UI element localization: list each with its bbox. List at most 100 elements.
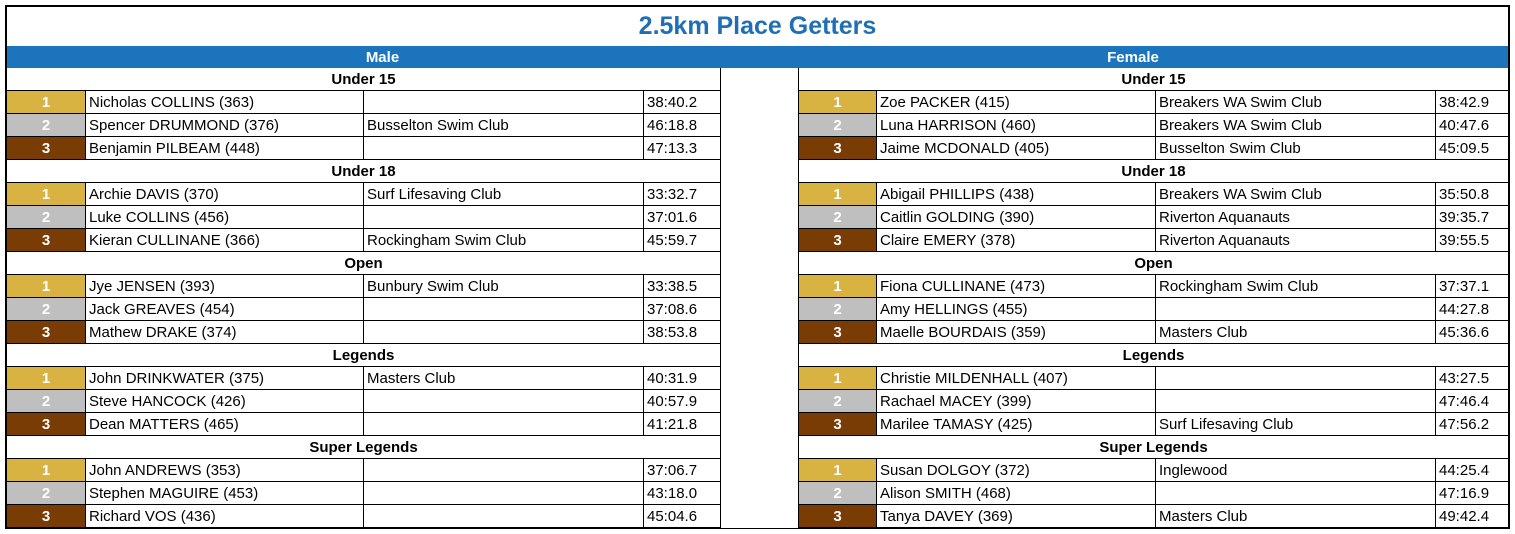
table-row: 2 Jack GREAVES (454) 37:08.6 bbox=[7, 298, 721, 321]
place-badge: 3 bbox=[799, 321, 877, 343]
category-heading: Legends bbox=[798, 344, 1508, 367]
table-row: 3 Tanya DAVEY (369) Masters Club 49:42.4 bbox=[798, 505, 1508, 528]
swimmer-name: Luna HARRISON (460) bbox=[877, 114, 1156, 136]
finish-time: 43:27.5 bbox=[1439, 369, 1490, 387]
club-name bbox=[364, 206, 644, 228]
finish-time: 37:08.6 bbox=[644, 298, 721, 320]
table-row: 3 Maelle BOURDAIS (359) Masters Club 45:36.… bbox=[798, 321, 1508, 344]
table-row: 2 Steve HANCOCK (426) 40:57.9 bbox=[7, 390, 721, 413]
finish-time: 39:55.5 bbox=[1439, 231, 1490, 249]
swimmer-name: Caitlin GOLDING (390) bbox=[877, 206, 1156, 228]
table-row: 1 Susan DOLGOY (372) Inglewood 44:25.4 bbox=[798, 459, 1508, 482]
finish-time: 47:46.4 bbox=[1439, 392, 1490, 410]
swimmer-name: John ANDREWS (353) bbox=[86, 459, 364, 481]
table-row: 2 Caitlin GOLDING (390) Riverton Aquanauts… bbox=[798, 206, 1508, 229]
swimmer-name: Luke COLLINS (456) bbox=[86, 206, 364, 228]
club-name bbox=[364, 298, 644, 320]
page-title: 2.5km Place Getters bbox=[638, 11, 877, 40]
place-badge: 1 bbox=[7, 367, 86, 389]
place-badge: 3 bbox=[7, 505, 86, 527]
place-badge: 3 bbox=[7, 137, 86, 159]
finish-time: 45:59.7 bbox=[644, 229, 721, 251]
swimmer-name: Rachael MACEY (399) bbox=[877, 390, 1156, 412]
table-row: 3 Dean MATTERS (465) 41:21.8 bbox=[7, 413, 721, 436]
finish-time: 45:04.6 bbox=[644, 505, 721, 527]
table-row: 3 Benjamin PILBEAM (448) 47:13.3 bbox=[7, 137, 721, 160]
place-badge: 3 bbox=[7, 229, 86, 251]
club-name bbox=[364, 459, 644, 481]
swimmer-name: Spencer DRUMMOND (376) bbox=[86, 114, 364, 136]
swimmer-name: Jaime MCDONALD (405) bbox=[877, 137, 1156, 159]
club-name bbox=[364, 505, 644, 527]
place-badge: 2 bbox=[7, 206, 86, 228]
place-badge: 3 bbox=[799, 137, 877, 159]
place-badge: 3 bbox=[799, 229, 877, 251]
place-badge: 3 bbox=[7, 413, 86, 435]
finish-time: 49:42.4 bbox=[1439, 507, 1490, 525]
finish-time: 38:53.8 bbox=[644, 321, 721, 343]
club-name bbox=[364, 321, 644, 343]
table-row: 1 Abigail PHILLIPS (438) Breakers WA Swim … bbox=[798, 183, 1508, 206]
finish-time: 46:18.8 bbox=[644, 114, 721, 136]
club-name bbox=[364, 91, 644, 113]
club-name: Busselton Swim Club bbox=[1156, 137, 1436, 159]
table-row: 1 Christie MILDENHALL (407) 43:27.5 bbox=[798, 367, 1508, 390]
swimmer-name: Kieran CULLINANE (366) bbox=[86, 229, 364, 251]
column-gap bbox=[721, 68, 798, 528]
swimmer-name: Christie MILDENHALL (407) bbox=[877, 367, 1156, 389]
place-badge: 1 bbox=[7, 275, 86, 297]
club-name bbox=[364, 413, 644, 435]
club-name bbox=[364, 390, 644, 412]
table-row: 3 Kieran CULLINANE (366) Rockingham Swim C… bbox=[7, 229, 721, 252]
finish-time: 37:01.6 bbox=[644, 206, 721, 228]
table-row: 2 Luke COLLINS (456) 37:01.6 bbox=[7, 206, 721, 229]
swimmer-name: Dean MATTERS (465) bbox=[86, 413, 364, 435]
finish-time: 47:56.2 bbox=[1439, 415, 1490, 433]
club-name: Surf Lifesaving Club bbox=[1156, 413, 1436, 435]
table-row: 2 Alison SMITH (468) 47:16.9 bbox=[798, 482, 1508, 505]
results-sheet: 2.5km Place Getters Male Female Under 15… bbox=[5, 5, 1510, 529]
place-badge: 2 bbox=[7, 114, 86, 136]
finish-time: 37:06.7 bbox=[644, 459, 721, 481]
club-name bbox=[1156, 367, 1436, 389]
club-name: Rockingham Swim Club bbox=[364, 229, 644, 251]
club-name: Surf Lifesaving Club bbox=[364, 183, 644, 205]
table-row: 2 Amy HELLINGS (455) 44:27.8 bbox=[798, 298, 1508, 321]
female-results: Under 15 1 Zoe PACKER (415) Breakers WA Swi… bbox=[798, 68, 1508, 528]
category-heading: Under 15 bbox=[798, 68, 1508, 91]
swimmer-name: Amy HELLINGS (455) bbox=[877, 298, 1156, 320]
place-badge: 2 bbox=[799, 390, 877, 412]
club-name: Rockingham Swim Club bbox=[1156, 275, 1436, 297]
place-badge: 1 bbox=[799, 275, 877, 297]
finish-time: 39:35.7 bbox=[1439, 208, 1490, 226]
finish-time: 47:13.3 bbox=[644, 137, 721, 159]
club-name bbox=[1156, 482, 1436, 504]
club-name: Breakers WA Swim Club bbox=[1156, 91, 1436, 113]
finish-time: 33:38.5 bbox=[644, 275, 721, 297]
finish-time: 44:27.8 bbox=[1439, 300, 1490, 318]
club-name: Masters Club bbox=[1156, 321, 1436, 343]
club-name: Riverton Aquanauts bbox=[1156, 229, 1436, 251]
table-row: 3 Richard VOS (436) 45:04.6 bbox=[7, 505, 721, 528]
category-heading: Super Legends bbox=[798, 436, 1508, 459]
place-badge: 1 bbox=[7, 183, 86, 205]
finish-time: 37:37.1 bbox=[1439, 277, 1490, 295]
place-badge: 2 bbox=[7, 390, 86, 412]
swimmer-name: Jye JENSEN (393) bbox=[86, 275, 364, 297]
swimmer-name: Susan DOLGOY (372) bbox=[877, 459, 1156, 481]
swimmer-name: Tanya DAVEY (369) bbox=[877, 505, 1156, 527]
place-badge: 1 bbox=[7, 91, 86, 113]
place-badge: 2 bbox=[799, 298, 877, 320]
finish-time: 47:16.9 bbox=[1439, 484, 1490, 502]
table-row: 1 John ANDREWS (353) 37:06.7 bbox=[7, 459, 721, 482]
finish-time: 38:42.9 bbox=[1439, 93, 1490, 111]
swimmer-name: Benjamin PILBEAM (448) bbox=[86, 137, 364, 159]
table-row: 1 Zoe PACKER (415) Breakers WA Swim Club 38… bbox=[798, 91, 1508, 114]
swimmer-name: Fiona CULLINANE (473) bbox=[877, 275, 1156, 297]
male-results: Under 15 1 Nicholas COLLINS (363) 38:40.2 2 S… bbox=[7, 68, 721, 528]
place-badge: 2 bbox=[7, 298, 86, 320]
category-heading: Under 15 bbox=[7, 68, 721, 91]
table-row: 1 Fiona CULLINANE (473) Rockingham Swim Cl… bbox=[798, 275, 1508, 298]
swimmer-name: John DRINKWATER (375) bbox=[86, 367, 364, 389]
category-heading: Super Legends bbox=[7, 436, 721, 459]
